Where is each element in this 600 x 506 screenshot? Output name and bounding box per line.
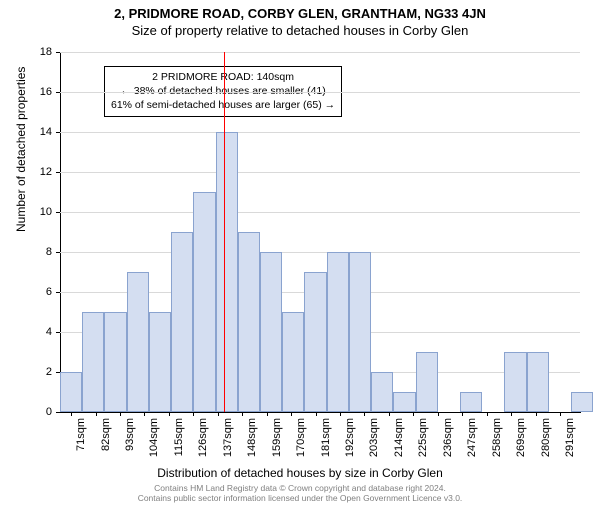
xtick-mark — [316, 412, 317, 416]
xtick-label: 236sqm — [442, 418, 454, 457]
ytick-mark — [56, 92, 60, 93]
histogram-bar — [260, 252, 282, 412]
histogram-bar — [504, 352, 526, 412]
xtick-mark — [413, 412, 414, 416]
xtick-mark — [242, 412, 243, 416]
footer-line-2: Contains public sector information licen… — [0, 494, 600, 504]
xtick-mark — [364, 412, 365, 416]
xtick-mark — [169, 412, 170, 416]
xtick-mark — [71, 412, 72, 416]
ytick-label: 18 — [0, 46, 52, 58]
x-axis-label: Distribution of detached houses by size … — [0, 466, 600, 480]
xtick-label: 170sqm — [295, 418, 307, 457]
ytick-label: 12 — [0, 166, 52, 178]
plot-area: 71sqm82sqm93sqm104sqm115sqm126sqm137sqm1… — [60, 52, 580, 412]
ytick-mark — [56, 212, 60, 213]
histogram-bar — [527, 352, 549, 412]
histogram-bar — [304, 272, 326, 412]
ytick-label: 16 — [0, 86, 52, 98]
xtick-mark — [144, 412, 145, 416]
ytick-label: 14 — [0, 126, 52, 138]
xtick-label: 291sqm — [564, 418, 576, 457]
xtick-mark — [193, 412, 194, 416]
ytick-label: 2 — [0, 366, 52, 378]
ytick-label: 4 — [0, 326, 52, 338]
histogram-bar — [460, 392, 482, 412]
xtick-label: 126sqm — [197, 418, 209, 457]
chart-title-sub: Size of property relative to detached ho… — [0, 23, 600, 38]
ytick-label: 6 — [0, 286, 52, 298]
xtick-label: 192sqm — [344, 418, 356, 457]
ytick-label: 10 — [0, 206, 52, 218]
xtick-label: 225sqm — [417, 418, 429, 457]
xtick-label: 159sqm — [271, 418, 283, 457]
chart-title-main: 2, PRIDMORE ROAD, CORBY GLEN, GRANTHAM, … — [0, 6, 600, 21]
histogram-bar — [349, 252, 371, 412]
histogram-bar — [149, 312, 171, 412]
xtick-label: 104sqm — [148, 418, 160, 457]
xtick-label: 181sqm — [320, 418, 332, 457]
xtick-mark — [487, 412, 488, 416]
xtick-label: 82sqm — [100, 418, 112, 451]
xtick-label: 269sqm — [515, 418, 527, 457]
grid-line — [60, 252, 580, 253]
ytick-label: 8 — [0, 246, 52, 258]
histogram-bar — [82, 312, 104, 412]
xtick-mark — [462, 412, 463, 416]
xtick-label: 115sqm — [173, 418, 185, 456]
histogram-bar — [327, 252, 349, 412]
grid-line — [60, 132, 580, 133]
xtick-label: 148sqm — [246, 418, 258, 457]
xtick-mark — [560, 412, 561, 416]
histogram-bar — [416, 352, 438, 412]
xtick-mark — [218, 412, 219, 416]
histogram-bar — [371, 372, 393, 412]
grid-line — [60, 172, 580, 173]
xtick-label: 214sqm — [393, 418, 405, 457]
histogram-bar — [171, 232, 193, 412]
ytick-mark — [56, 132, 60, 133]
xtick-label: 258sqm — [491, 418, 503, 457]
xtick-label: 93sqm — [124, 418, 136, 451]
histogram-bar — [60, 372, 82, 412]
grid-line — [60, 52, 580, 53]
ytick-mark — [56, 172, 60, 173]
grid-line — [60, 92, 580, 93]
histogram-bar — [393, 392, 415, 412]
xtick-mark — [120, 412, 121, 416]
xtick-mark — [511, 412, 512, 416]
histogram-bar — [238, 232, 260, 412]
histogram-bar — [193, 192, 215, 412]
xtick-label: 203sqm — [368, 418, 380, 457]
ytick-mark — [56, 332, 60, 333]
ytick-mark — [56, 252, 60, 253]
histogram-bar — [104, 312, 126, 412]
xtick-mark — [340, 412, 341, 416]
xtick-label: 137sqm — [222, 418, 234, 457]
xtick-label: 71sqm — [75, 418, 87, 451]
footer-attribution: Contains HM Land Registry data © Crown c… — [0, 484, 600, 504]
grid-line — [60, 212, 580, 213]
ytick-mark — [56, 52, 60, 53]
histogram-bar — [282, 312, 304, 412]
ytick-label: 0 — [0, 406, 52, 418]
xtick-mark — [96, 412, 97, 416]
ytick-mark — [56, 292, 60, 293]
xtick-mark — [389, 412, 390, 416]
xtick-label: 280sqm — [540, 418, 552, 457]
xtick-mark — [536, 412, 537, 416]
ytick-mark — [56, 412, 60, 413]
xtick-label: 247sqm — [466, 418, 478, 457]
xtick-mark — [438, 412, 439, 416]
histogram-bar — [216, 132, 238, 412]
xtick-mark — [267, 412, 268, 416]
reference-line — [224, 52, 225, 412]
histogram-bar — [571, 392, 593, 412]
xtick-mark — [291, 412, 292, 416]
histogram-bar — [127, 272, 149, 412]
